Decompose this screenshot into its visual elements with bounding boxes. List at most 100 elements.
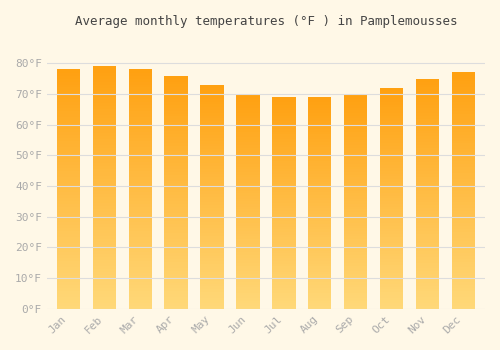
Bar (236, 228, 260, 231)
Bar (164, 131, 188, 134)
Bar (56, 216, 80, 219)
Bar (416, 243, 439, 245)
Bar (56, 195, 80, 198)
Bar (92, 178, 116, 182)
Bar (200, 88, 224, 91)
Bar (92, 166, 116, 169)
Bar (92, 172, 116, 175)
Bar (308, 224, 332, 227)
Bar (452, 276, 475, 279)
Bar (380, 165, 404, 168)
Bar (344, 94, 368, 97)
Bar (164, 215, 188, 218)
Bar (452, 196, 475, 200)
Bar (272, 121, 295, 124)
Bar (128, 195, 152, 198)
Bar (56, 174, 80, 177)
Bar (452, 176, 475, 179)
Bar (56, 222, 80, 225)
Bar (128, 258, 152, 261)
Bar (56, 99, 80, 103)
Bar (200, 286, 224, 289)
Bar (236, 303, 260, 306)
Bar (272, 261, 295, 264)
Bar (272, 110, 295, 113)
Bar (308, 139, 332, 142)
Bar (344, 225, 368, 228)
Bar (308, 234, 332, 237)
Bar (128, 279, 152, 282)
Bar (236, 260, 260, 263)
Bar (200, 166, 224, 169)
Bar (200, 174, 224, 177)
Bar (164, 160, 188, 163)
Bar (380, 96, 404, 99)
Bar (308, 290, 332, 293)
Bar (452, 173, 475, 176)
Bar (56, 252, 80, 255)
Bar (272, 142, 295, 145)
Bar (344, 228, 368, 231)
Bar (92, 248, 116, 251)
Bar (236, 113, 260, 116)
Bar (128, 276, 152, 279)
Bar (380, 231, 404, 234)
Bar (452, 279, 475, 282)
Bar (416, 107, 439, 110)
Bar (452, 267, 475, 271)
Bar (236, 231, 260, 233)
Bar (200, 292, 224, 295)
Bar (128, 168, 152, 171)
Bar (92, 203, 116, 206)
Bar (380, 176, 404, 179)
Bar (164, 306, 188, 309)
Bar (416, 102, 439, 105)
Bar (200, 295, 224, 298)
Bar (56, 156, 80, 159)
Bar (452, 155, 475, 158)
Bar (200, 211, 224, 214)
Bar (92, 124, 116, 127)
Bar (272, 171, 295, 174)
Bar (308, 192, 332, 195)
Bar (164, 142, 188, 146)
Bar (416, 199, 439, 202)
Bar (272, 253, 295, 256)
Bar (200, 270, 224, 272)
Bar (308, 147, 332, 150)
Bar (308, 102, 332, 105)
Bar (344, 274, 368, 276)
Bar (344, 209, 368, 212)
Bar (56, 225, 80, 228)
Bar (128, 117, 152, 120)
Bar (416, 294, 439, 297)
Bar (128, 273, 152, 276)
Bar (128, 90, 152, 93)
Bar (272, 216, 295, 219)
Bar (164, 116, 188, 119)
Bar (272, 113, 295, 116)
Bar (200, 127, 224, 130)
Bar (416, 136, 439, 139)
Bar (344, 190, 368, 193)
Bar (308, 269, 332, 272)
Bar (56, 162, 80, 165)
Bar (200, 130, 224, 132)
Bar (56, 180, 80, 183)
Bar (272, 153, 295, 155)
Bar (164, 288, 188, 291)
Bar (92, 181, 116, 184)
Bar (452, 202, 475, 205)
Bar (416, 300, 439, 303)
Bar (380, 146, 404, 149)
Bar (272, 200, 295, 203)
Bar (92, 145, 116, 148)
Bar (92, 66, 116, 70)
Bar (416, 185, 439, 188)
Bar (272, 245, 295, 248)
Bar (272, 182, 295, 184)
Bar (164, 125, 188, 128)
Bar (416, 208, 439, 211)
Bar (236, 290, 260, 293)
Bar (200, 172, 224, 174)
